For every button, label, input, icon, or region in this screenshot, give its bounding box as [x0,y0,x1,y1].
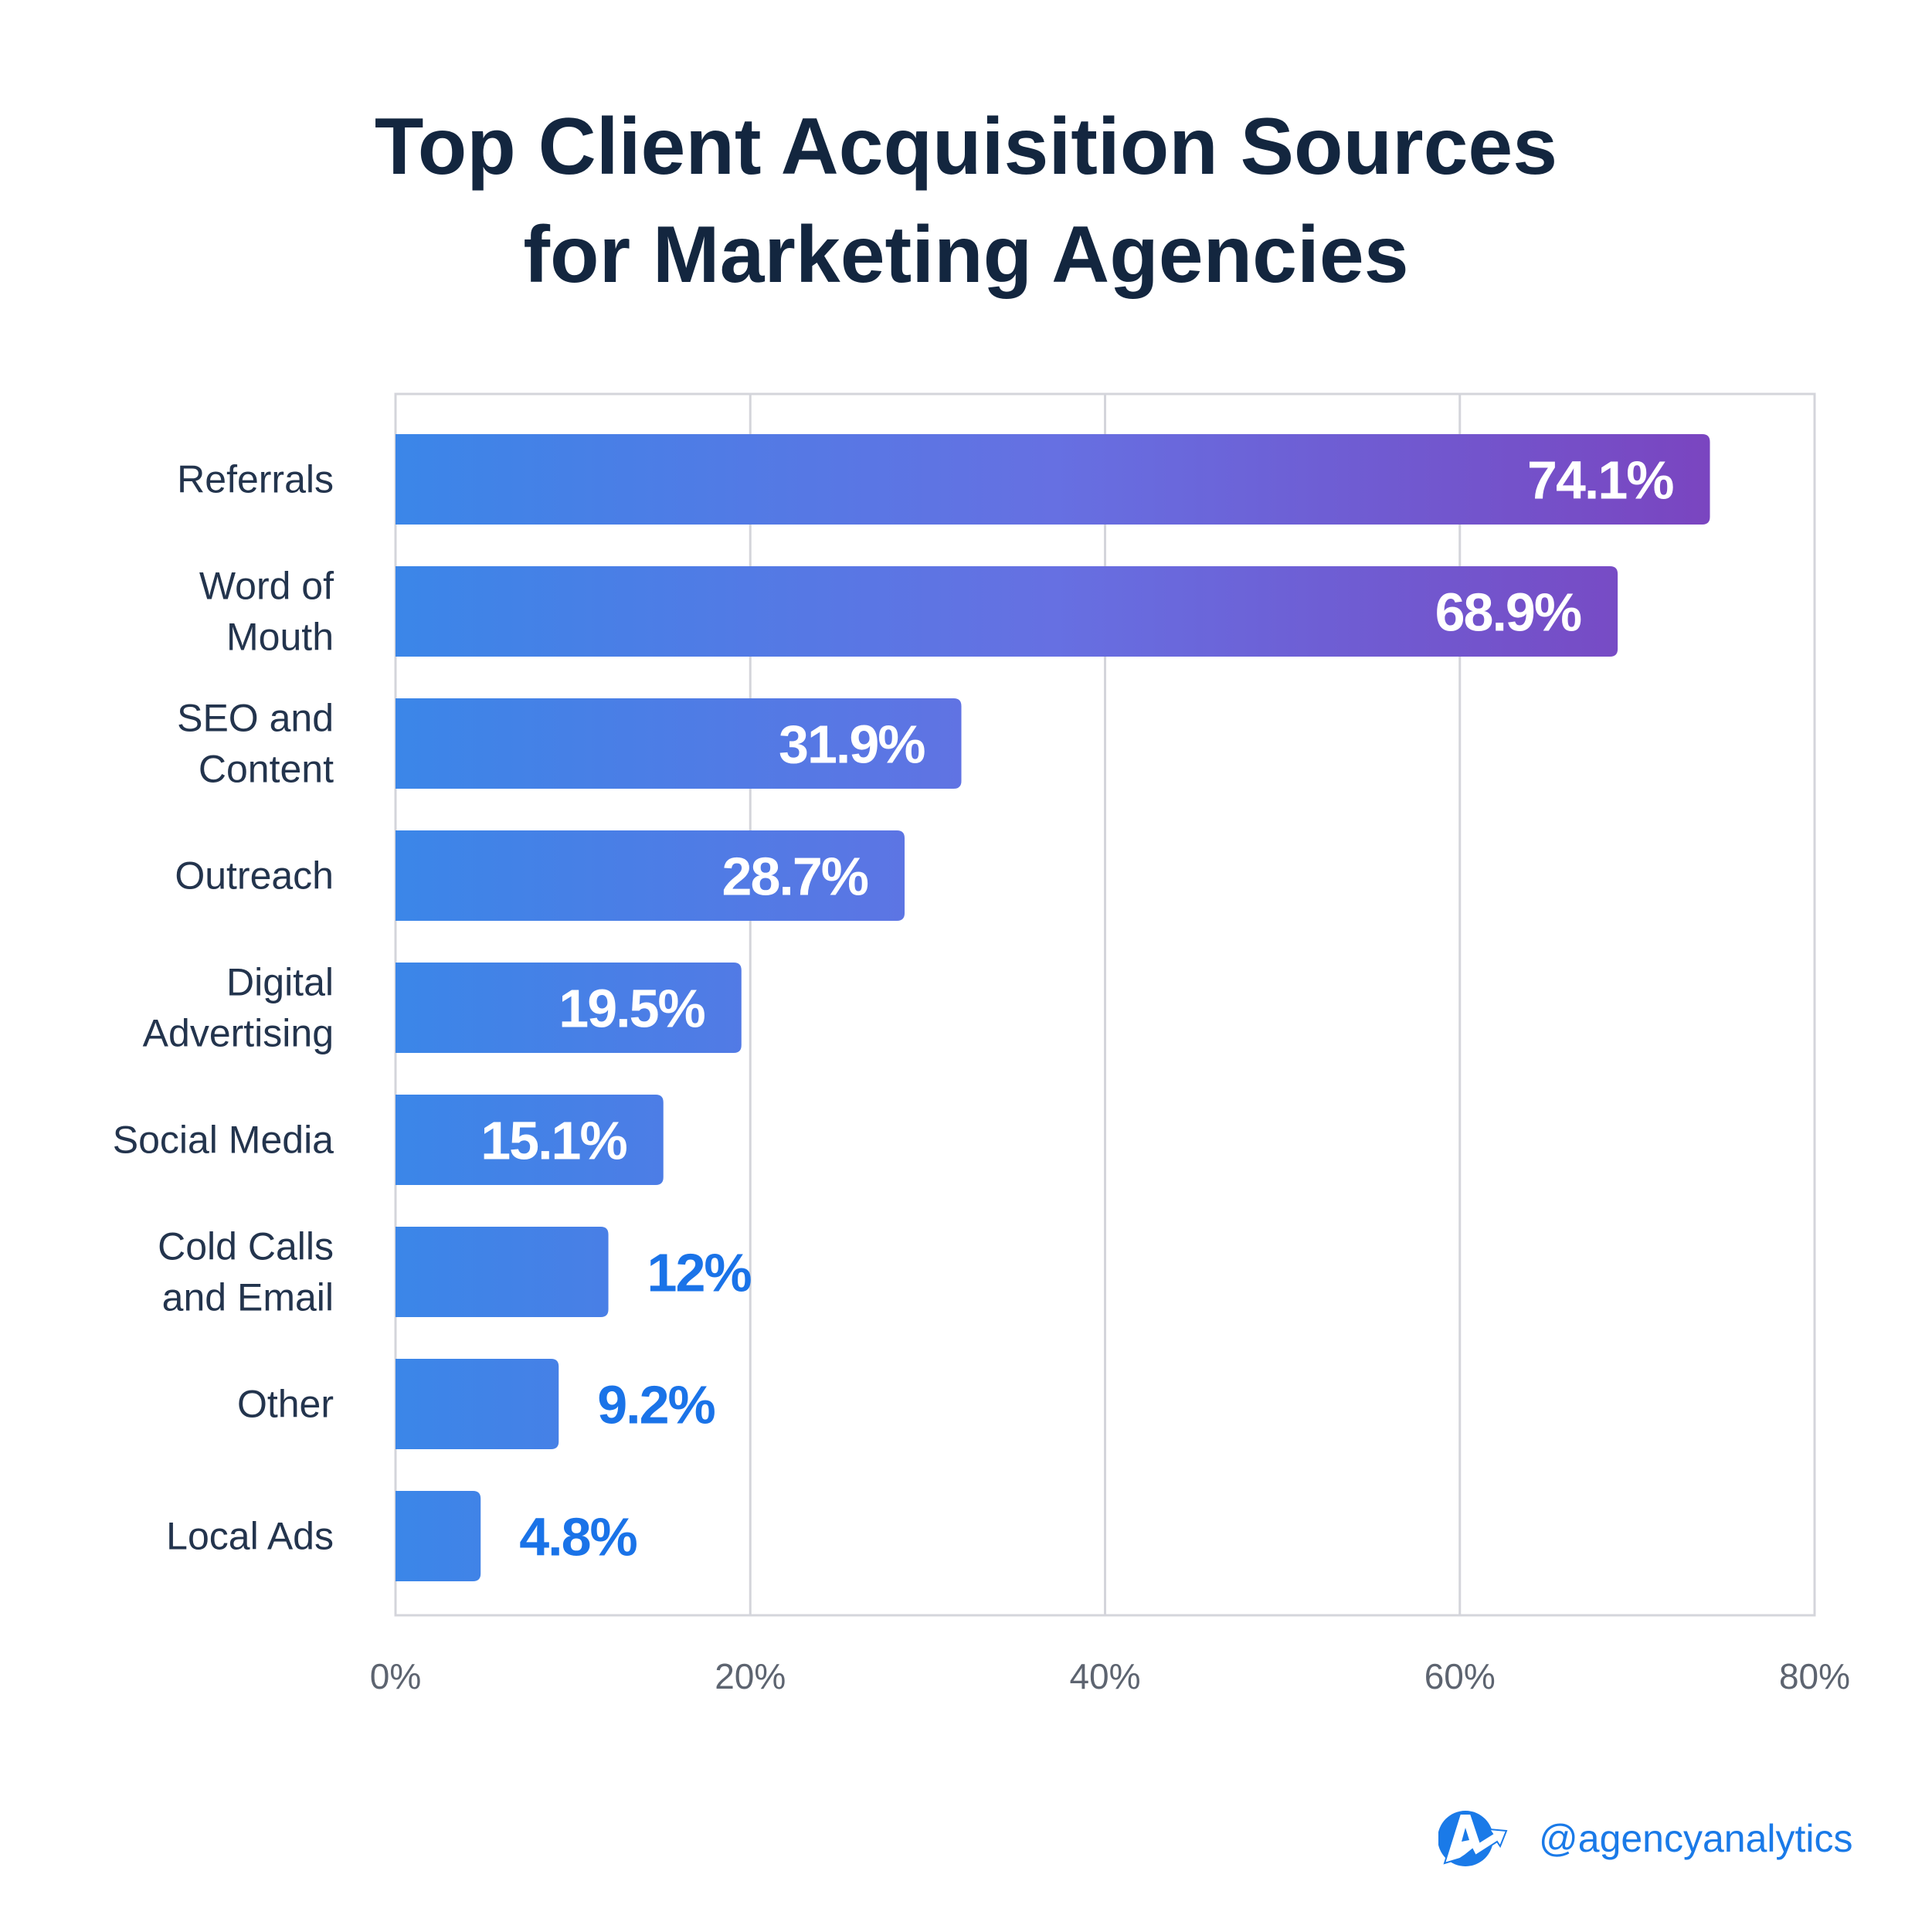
data-label: 74.1% [1527,450,1673,511]
bar [396,698,962,789]
brand-handle: @agencyanalytics [1539,1817,1853,1860]
category-label: Referrals [177,458,334,501]
category-label: Content [199,748,334,791]
x-tick-label: 40% [1069,1656,1140,1696]
data-label: 9.2% [597,1375,715,1435]
bar [396,434,1710,525]
category-label: Local Ads [166,1515,334,1558]
data-label: 4.8% [519,1507,637,1567]
data-label: 19.5% [559,979,705,1039]
bar [396,1491,481,1581]
bar [396,1095,664,1185]
data-label: 15.1% [480,1111,626,1171]
data-label: 12% [647,1243,752,1303]
category-label: Outreach [175,854,334,898]
bar [396,566,1618,657]
category-label: Digital [226,961,334,1004]
data-label: 68.9% [1435,582,1581,643]
category-label: Other [237,1383,334,1426]
bar [396,1227,609,1317]
brand: @agencyanalytics [1438,1808,1853,1869]
data-label: 31.9% [779,715,925,775]
chart-title: Top Client Acquisition Sources for Marke… [0,93,1932,309]
chart-title-line-1: Top Client Acquisition Sources [374,102,1558,192]
bar [396,830,905,921]
category-label: and Email [162,1276,334,1319]
category-label: Social Media [113,1119,334,1162]
agencyanalytics-logo-icon [1438,1811,1508,1866]
x-tick-label: 60% [1424,1656,1496,1696]
category-label: Advertising [143,1012,334,1055]
chart-title-line-2: for Marketing Agencies [523,210,1409,300]
data-label: 28.7% [722,847,868,907]
x-tick-label: 20% [715,1656,786,1696]
category-label: Word of [199,565,334,608]
bar [396,963,742,1053]
x-tick-label: 0% [370,1656,421,1696]
category-label: Cold Calls [158,1225,334,1268]
category-label: SEO and [177,697,334,740]
category-label: Mouth [226,616,334,659]
x-tick-label: 80% [1779,1656,1850,1696]
bar [396,1359,559,1449]
